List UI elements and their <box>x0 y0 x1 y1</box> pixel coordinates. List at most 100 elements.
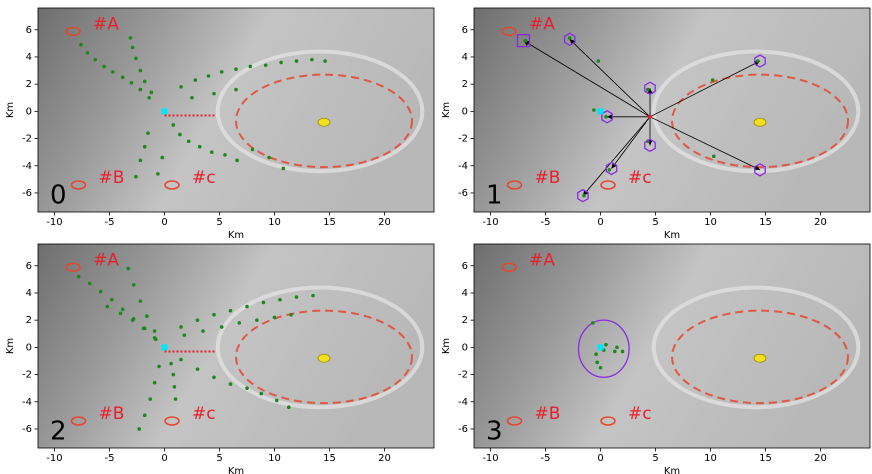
point <box>234 88 238 92</box>
point <box>139 299 143 303</box>
point <box>172 123 176 127</box>
point <box>99 290 103 294</box>
point <box>134 175 138 179</box>
point <box>194 78 198 82</box>
point <box>143 414 147 418</box>
point <box>279 61 283 65</box>
point <box>255 318 259 322</box>
y-tick-label: 4 <box>462 288 468 299</box>
point <box>157 365 161 369</box>
y-axis-label: Km <box>5 338 16 354</box>
y-tick-label: 0 <box>462 106 468 117</box>
y-tick-label: 4 <box>462 52 468 63</box>
point <box>169 362 173 366</box>
point <box>139 159 143 163</box>
x-tick-label: 15 <box>323 217 336 228</box>
y-tick-label: 4 <box>26 52 32 63</box>
terrain-image <box>38 244 434 448</box>
start-point <box>162 108 168 114</box>
panel-label: 2 <box>50 417 67 447</box>
start-point <box>598 108 604 114</box>
point <box>146 131 150 135</box>
plot-area: #A#B#c <box>474 244 870 448</box>
point <box>613 350 617 354</box>
arrow-origin <box>648 115 652 119</box>
x-tick-label: 5 <box>216 217 222 228</box>
point <box>147 96 151 100</box>
point <box>150 91 154 95</box>
x-tick-label: 0 <box>597 453 603 464</box>
annotation: #c <box>192 404 216 424</box>
point <box>604 115 608 119</box>
page: #A#B#c0-10-505101520-6-4-20246KmKm#A#B#c… <box>0 0 872 474</box>
point <box>592 108 596 112</box>
y-tick-label: 6 <box>26 25 32 36</box>
x-tick-label: 0 <box>161 453 167 464</box>
x-axis-label: Km <box>664 466 680 474</box>
point <box>278 298 282 302</box>
x-tick-label: 10 <box>704 453 717 464</box>
point <box>207 74 211 78</box>
y-tick-label: -2 <box>22 370 32 381</box>
point <box>245 305 249 309</box>
point <box>621 350 625 354</box>
x-axis-label: Km <box>228 230 244 241</box>
start-point <box>598 344 604 350</box>
x-tick-label: 20 <box>378 217 391 228</box>
point <box>130 81 134 85</box>
y-tick-label: -2 <box>22 134 32 145</box>
point <box>249 65 253 69</box>
y-tick-label: -2 <box>458 370 468 381</box>
x-tick-label: 5 <box>216 453 222 464</box>
point <box>134 57 138 61</box>
point <box>137 427 141 431</box>
point <box>262 301 266 305</box>
point <box>264 63 268 67</box>
annotation: #A <box>529 14 555 34</box>
point <box>174 397 178 401</box>
point <box>172 373 176 377</box>
x-axis-label: Km <box>664 230 680 241</box>
point <box>524 39 528 43</box>
point <box>595 361 599 365</box>
y-tick-label: 4 <box>26 288 32 299</box>
annotation: #B <box>99 404 125 424</box>
point <box>131 318 135 322</box>
point <box>220 325 224 329</box>
y-axis-label: Km <box>5 102 16 118</box>
point <box>111 70 115 74</box>
point <box>153 381 157 385</box>
point <box>129 36 133 40</box>
point <box>245 386 249 390</box>
point <box>77 275 81 279</box>
point <box>153 329 157 333</box>
x-tick-label: -5 <box>541 453 551 464</box>
annotation: #B <box>535 404 561 424</box>
y-tick-label: 2 <box>26 315 32 326</box>
point <box>615 346 619 350</box>
y-tick-label: -6 <box>22 424 32 435</box>
point <box>148 397 152 401</box>
point <box>599 366 603 370</box>
annotation: #B <box>99 168 125 188</box>
x-tick-label: 20 <box>378 453 391 464</box>
terrain-image <box>38 8 434 212</box>
point <box>198 145 202 149</box>
point <box>178 133 182 137</box>
y-tick-label: 0 <box>462 342 468 353</box>
panel: #A#B#c1-10-505101520-6-4-20246KmKm <box>441 8 870 241</box>
point <box>212 375 216 379</box>
point <box>79 43 83 47</box>
point <box>156 172 160 176</box>
point <box>142 327 146 331</box>
x-tick-label: 5 <box>652 453 658 464</box>
x-tick-label: -5 <box>105 453 115 464</box>
point <box>251 148 255 152</box>
point <box>132 283 136 287</box>
panel: #A#B#c2-10-505101520-6-4-20246KmKm <box>5 244 434 474</box>
x-tick-label: 10 <box>704 217 717 228</box>
x-tick-label: 10 <box>268 453 281 464</box>
point <box>311 294 315 298</box>
x-tick-label: -10 <box>46 217 62 228</box>
y-axis-label: Km <box>441 102 452 118</box>
